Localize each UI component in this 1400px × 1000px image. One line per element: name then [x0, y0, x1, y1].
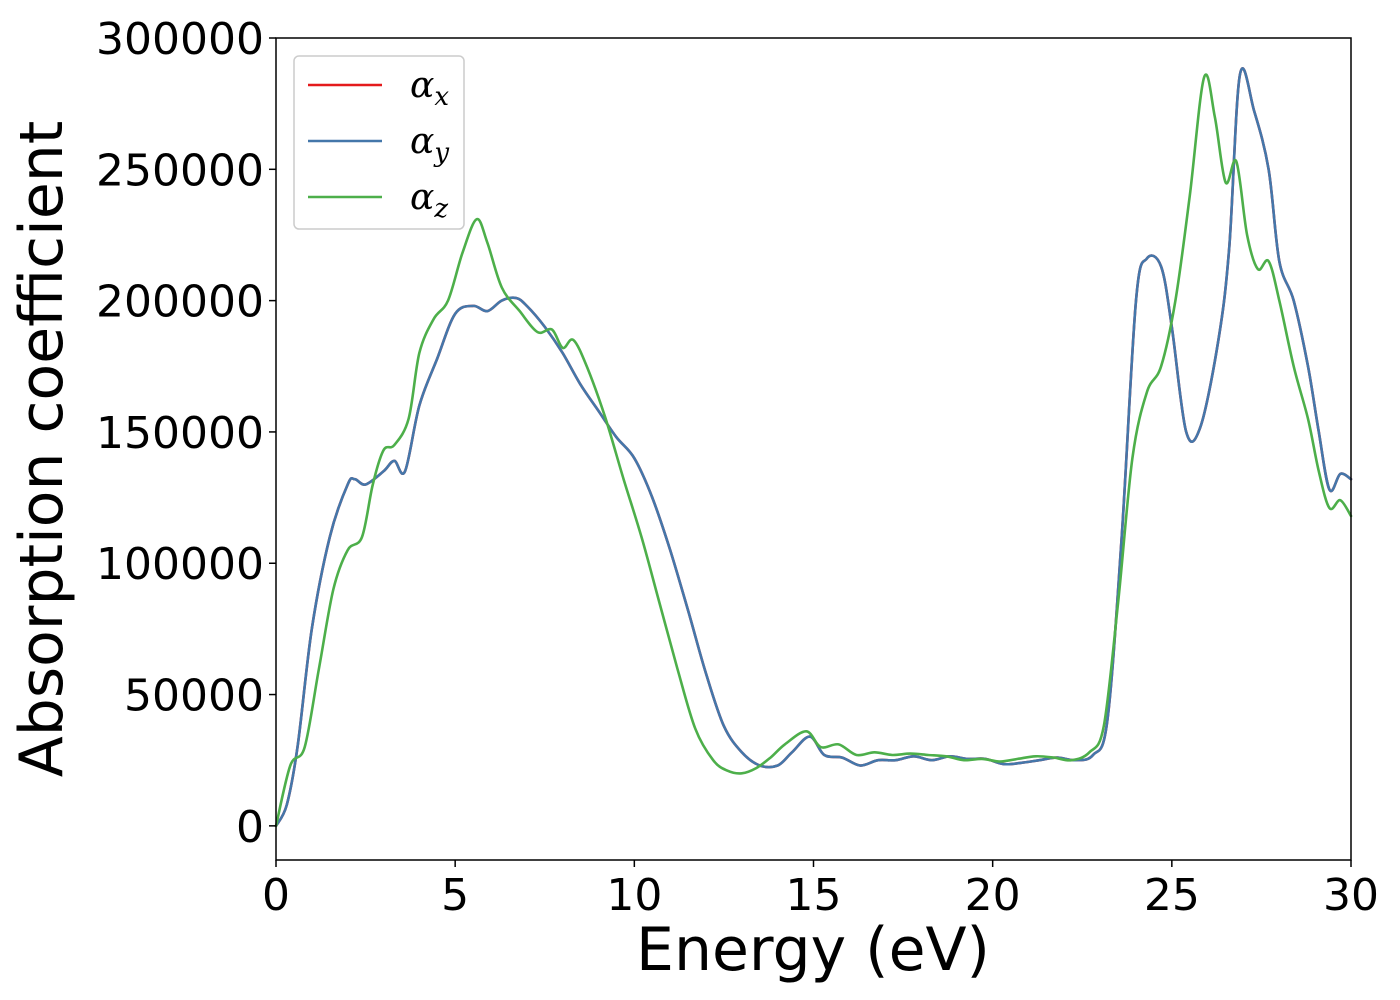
- x-axis-title: Energy (eV): [636, 915, 990, 985]
- x-tick-label: 20: [965, 870, 1021, 921]
- y-tick-label: 200000: [96, 277, 264, 328]
- y-axis: 0 50000 100000 150000 200000 250000 300000: [96, 14, 276, 853]
- y-tick-label: 250000: [96, 145, 264, 196]
- x-tick-label: 15: [786, 870, 842, 921]
- legend-box: [293, 55, 465, 230]
- y-tick-label: 50000: [124, 671, 264, 722]
- y-tick-label: 0: [236, 802, 264, 853]
- y-axis-title: Absorption coefficient: [7, 121, 77, 778]
- series-layer: [274, 67, 1353, 828]
- y-tick-label: 100000: [96, 539, 264, 590]
- x-tick-label: 0: [262, 870, 290, 921]
- y-tick-label: 150000: [96, 408, 264, 459]
- x-tick-label: 30: [1323, 870, 1379, 921]
- series-line-y: [274, 67, 1353, 828]
- x-tick-label: 25: [1144, 870, 1200, 921]
- legend-label-z: αz: [410, 177, 448, 224]
- x-tick-label: 10: [606, 870, 662, 921]
- x-axis: 0 5 10 15 20 25 30: [262, 860, 1379, 921]
- y-tick-label: 300000: [96, 14, 264, 65]
- series-line-z: [274, 73, 1353, 828]
- x-tick-label: 5: [441, 870, 469, 921]
